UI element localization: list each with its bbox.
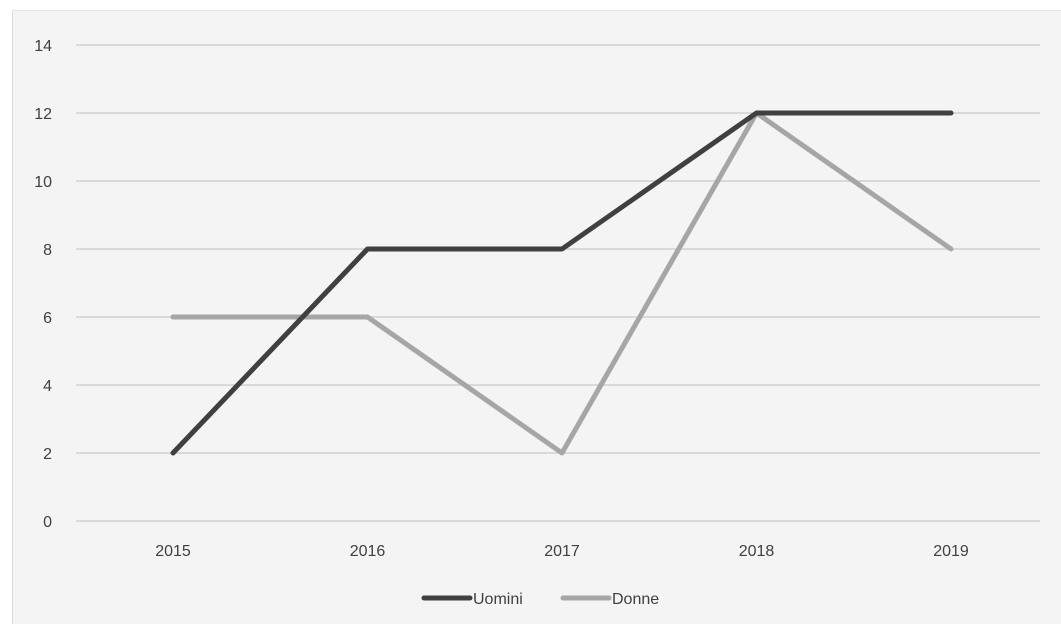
y-tick-label: 8 [43,242,52,259]
x-tick-label: 2019 [933,543,969,560]
y-axis-tick-labels: 0 2 4 6 8 10 12 14 [34,38,52,531]
y-tick-label: 4 [43,378,52,395]
legend-label-donne: Donne [612,591,659,608]
series-line-uomini [170,110,954,456]
x-tick-label: 2018 [739,543,775,560]
x-tick-label: 2015 [155,543,191,560]
y-tick-label: 14 [34,38,52,55]
y-tick-label: 0 [43,514,52,531]
legend: Uomini Donne [421,591,659,608]
legend-label-uomini: Uomini [473,591,523,608]
x-tick-label: 2017 [544,543,580,560]
x-axis-tick-labels: 2015 2016 2017 2018 2019 [155,543,969,560]
series-lines [170,110,954,456]
y-tick-label: 2 [43,446,52,463]
y-tick-label: 6 [43,310,52,327]
x-tick-label: 2016 [350,543,386,560]
y-tick-label: 10 [34,174,52,191]
series-line-donne [170,110,954,456]
y-tick-label: 12 [34,106,52,123]
